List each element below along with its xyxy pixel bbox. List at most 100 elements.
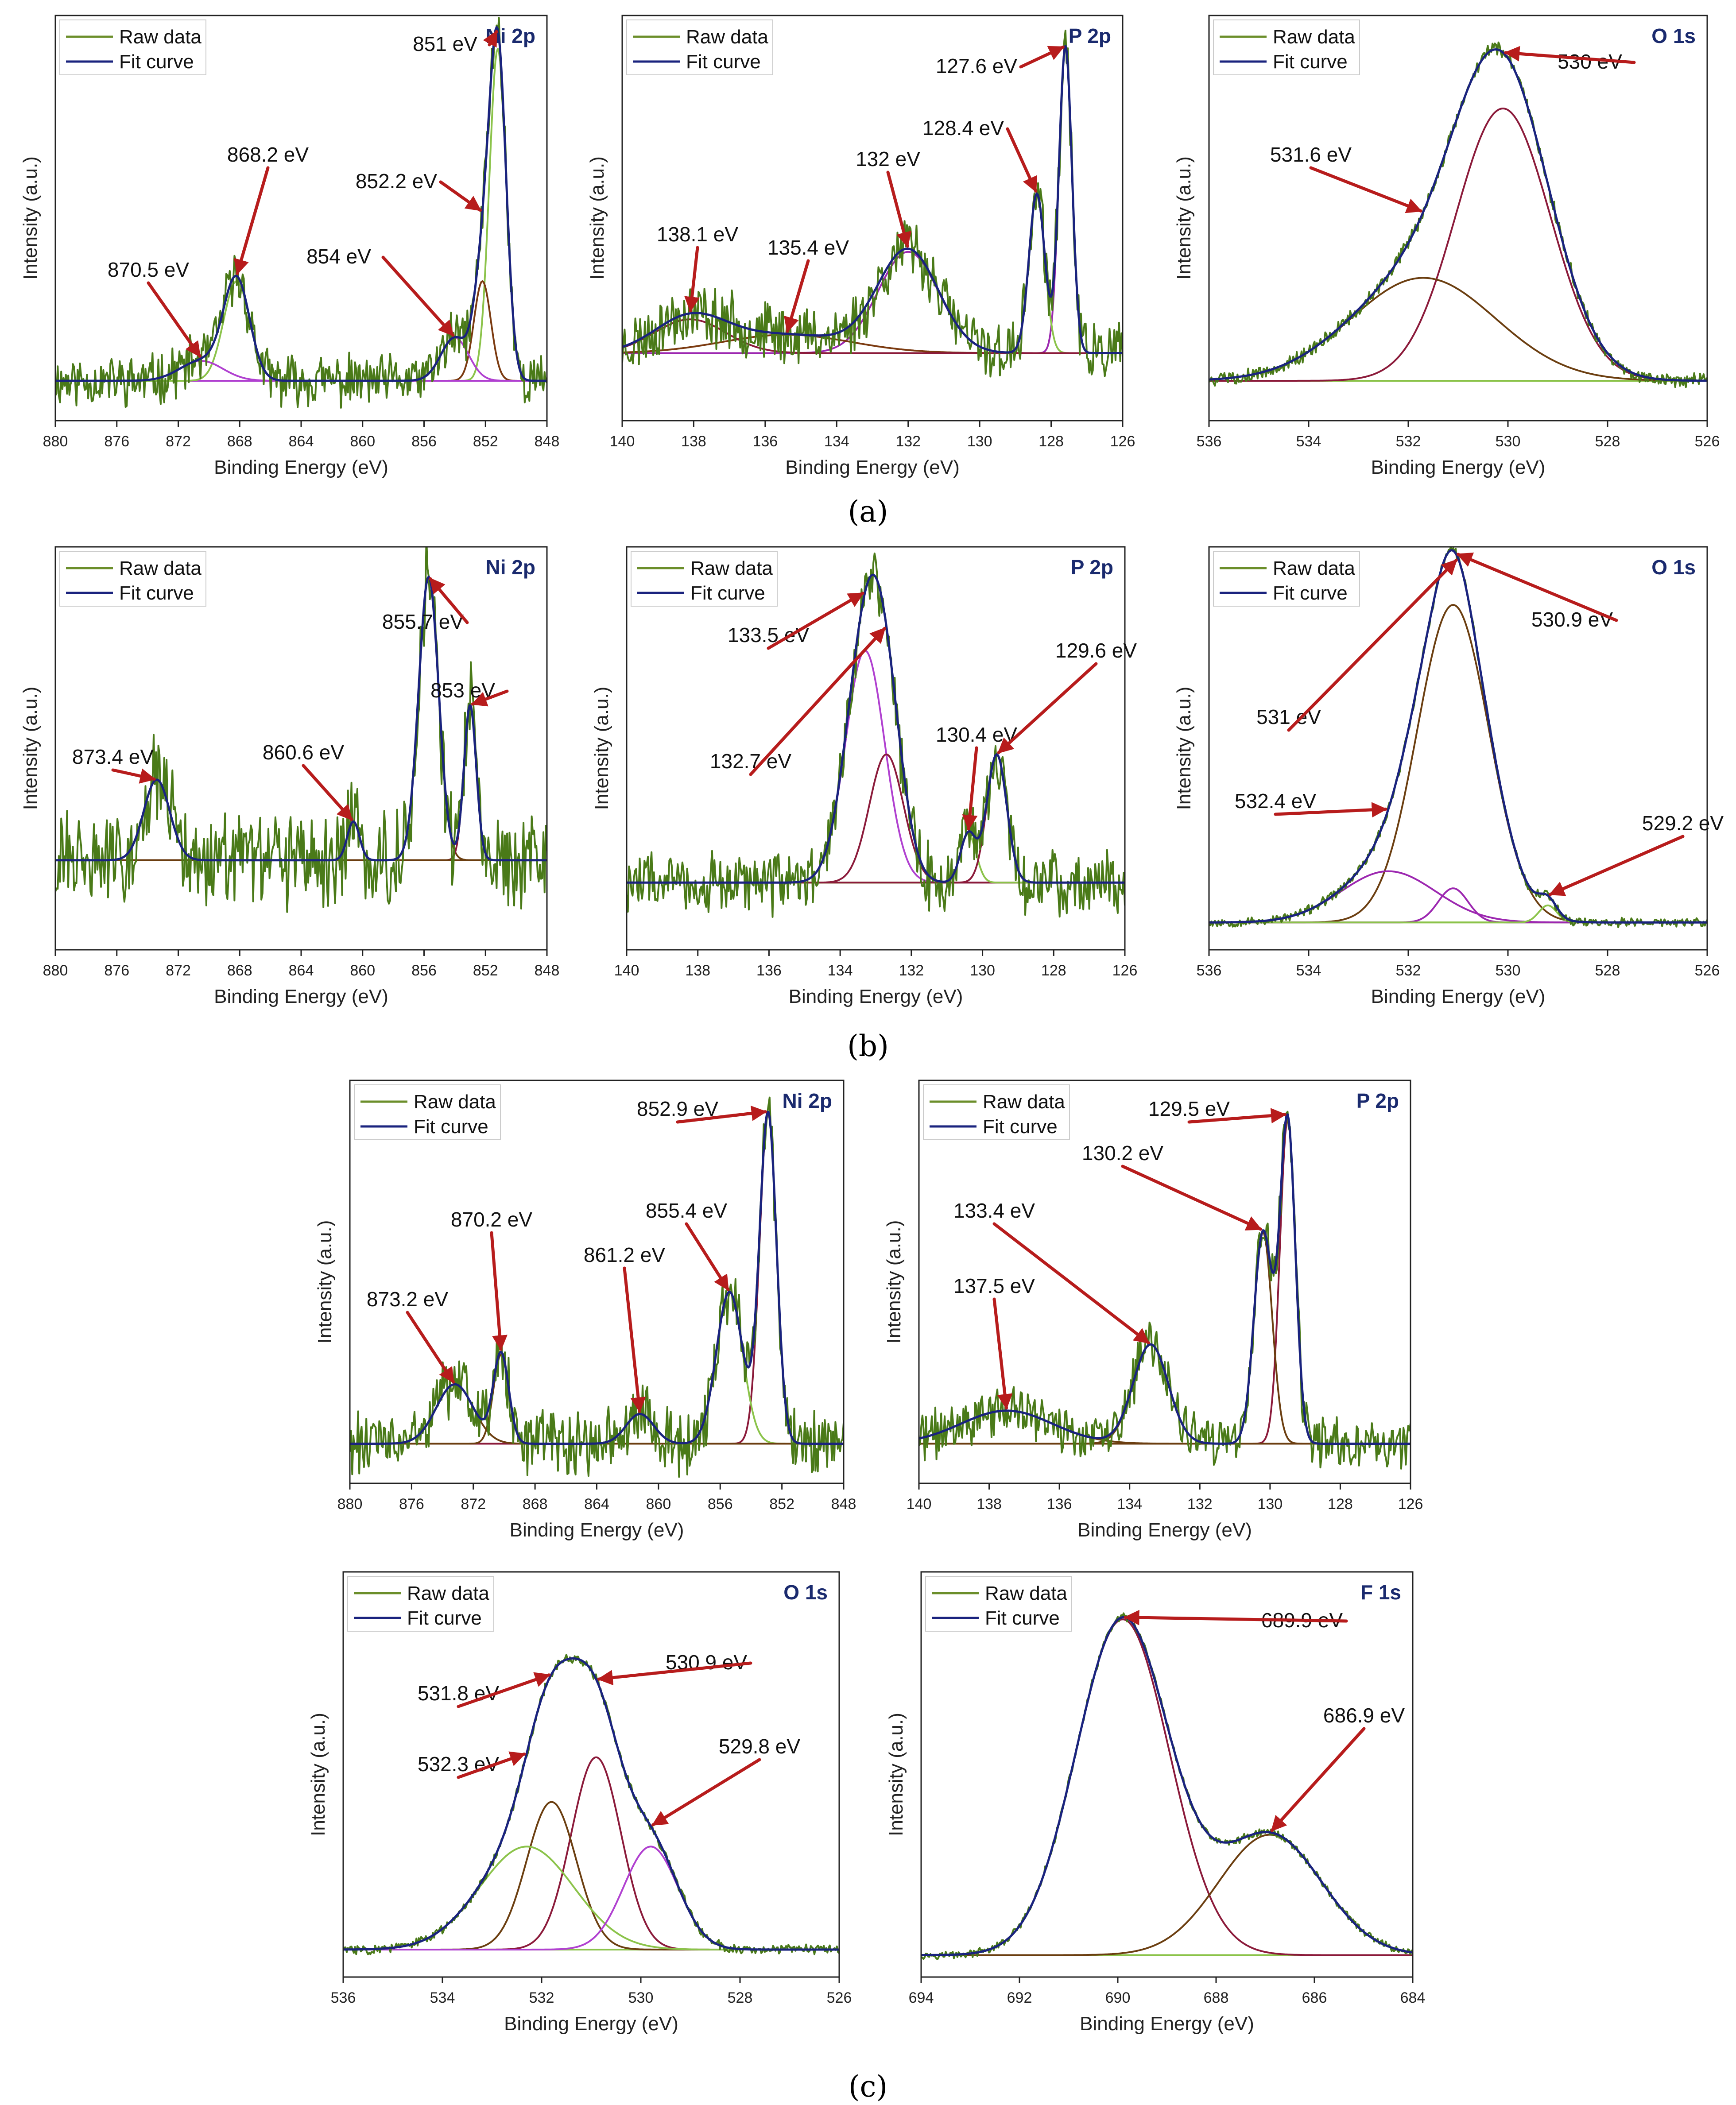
plot-area-c-ni2p — [350, 1096, 844, 1478]
panel-a-p2p: 140 138 136 134 132 130 128 126 Binding Energy (… — [586, 15, 1135, 478]
axis-frame-c-p2p — [918, 1080, 1411, 1484]
annotation-label-c-ni2p-0: 852.9 eV — [637, 1097, 718, 1120]
annotation-label-c-p2p-3: 137.5 eV — [953, 1274, 1035, 1297]
panel-title-c-ni2p: Ni 2p — [783, 1089, 832, 1112]
annotation-arrow-b-o1s-1 — [1287, 558, 1458, 732]
x-axis-title-a-o1s: Binding Energy (eV) — [1371, 457, 1546, 478]
annotation-label-a-p2p-4: 138.1 eV — [657, 223, 738, 246]
annotation-arrow-a-o1s-1 — [1309, 166, 1422, 213]
y-axis-title-c-o1s: Intensity (a.u.) — [307, 1713, 329, 1836]
fit-curve-c-o1s — [343, 1657, 839, 1951]
xtick-label-b-p2p-4: 132 — [899, 962, 924, 979]
annotation-arrow-a-o1s-0 — [1504, 46, 1636, 64]
legend-a-o1s: Raw data Fit curve — [1213, 19, 1360, 75]
panel-a-ni2p: 880 876 872 868 864 860 856 852 848 Binding Energ… — [19, 15, 559, 478]
annotation-label-b-p2p-3: 129.6 eV — [1055, 639, 1137, 662]
plot-area-c-o1s — [343, 1654, 839, 1955]
legend-b-o1s: Raw data Fit curve — [1213, 551, 1360, 607]
panel-title-b-p2p: P 2p — [1071, 556, 1113, 579]
annotation-arrow-b-ni2p-2 — [302, 764, 353, 821]
legend-box-b-ni2p — [59, 551, 206, 607]
x-axis-title-c-p2p: Binding Energy (eV) — [1077, 1519, 1252, 1541]
plot-area-b-ni2p — [55, 547, 547, 913]
legend-raw-label-b-p2p: Raw data — [690, 557, 773, 579]
xtick-label-c-ni2p-4: 864 — [584, 1496, 609, 1513]
annotation-label-a-ni2p-0: 851 eV — [413, 32, 477, 55]
legend-box-c-o1s — [347, 1576, 494, 1632]
x-axis-title-b-ni2p: Binding Energy (eV) — [214, 986, 388, 1007]
axis-frame-c-f1s — [920, 1571, 1414, 1978]
xtick-label-c-o1s-1: 534 — [430, 1989, 455, 2006]
xtick-label-a-p2p-3: 134 — [824, 433, 849, 450]
legend-a-p2p: Raw data Fit curve — [626, 19, 773, 75]
xtick-label-a-p2p-1: 138 — [681, 433, 706, 450]
xtick-label-a-ni2p-8: 848 — [535, 433, 560, 450]
panel-title-c-f1s: F 1s — [1360, 1581, 1401, 1604]
raw-data-a-p2p — [622, 30, 1123, 378]
annotation-arrow-b-p2p-2 — [962, 746, 978, 831]
legend-box-c-p2p — [923, 1084, 1070, 1140]
plot-area-a-ni2p — [55, 17, 547, 409]
annotation-label-b-ni2p-0: 855.7 eV — [382, 610, 464, 633]
x-axis-title-c-o1s: Binding Energy (eV) — [504, 2013, 678, 2035]
annotation-label-c-ni2p-3: 870.2 eV — [451, 1208, 532, 1231]
legend-fit-label-a-o1s: Fit curve — [1273, 51, 1348, 73]
xtick-label-b-ni2p-7: 852 — [473, 962, 498, 979]
xtick-label-a-o1s-4: 528 — [1595, 433, 1620, 450]
xtick-label-a-ni2p-1: 876 — [104, 433, 129, 450]
xtick-label-b-o1s-4: 528 — [1595, 962, 1620, 979]
annotation-label-b-ni2p-2: 860.6 eV — [263, 741, 344, 764]
annotation-arrow-b-p2p-3 — [997, 662, 1098, 755]
legend-fit-label-b-p2p: Fit curve — [690, 582, 765, 604]
annotation-arrow-c-ni2p-1 — [685, 1222, 730, 1291]
axis-frame-a-ni2p — [54, 15, 548, 422]
xtick-label-c-p2p-4: 132 — [1187, 1496, 1213, 1513]
legend-fit-label-c-o1s: Fit curve — [407, 1607, 482, 1629]
annotation-arrow-a-p2p-1 — [1006, 127, 1038, 193]
annotation-arrow-a-p2p-0 — [1019, 45, 1065, 69]
y-axis-title-a-p2p: Intensity (a.u.) — [586, 156, 608, 280]
annotation-arrow-a-p2p-2 — [886, 170, 912, 248]
annotation-arrow-b-p2p-1 — [749, 627, 887, 776]
xtick-label-c-p2p-0: 140 — [907, 1496, 932, 1513]
xtick-label-c-p2p-6: 128 — [1328, 1496, 1353, 1513]
plot-area-c-p2p — [919, 1111, 1410, 1470]
legend-box-a-o1s — [1213, 19, 1360, 75]
xtick-label-b-p2p-6: 128 — [1041, 962, 1066, 979]
legend-raw-label-c-o1s: Raw data — [407, 1583, 489, 1604]
xtick-label-c-p2p-1: 138 — [976, 1496, 1002, 1513]
xtick-label-c-o1s-5: 526 — [827, 1989, 852, 2006]
xtick-label-c-ni2p-8: 848 — [831, 1496, 856, 1513]
xtick-label-a-p2p-4: 132 — [895, 433, 921, 450]
annotation-arrow-c-p2p-2 — [992, 1222, 1151, 1345]
xtick-label-c-p2p-3: 134 — [1117, 1496, 1142, 1513]
panel-title-b-o1s: O 1s — [1651, 556, 1696, 579]
annotation-arrow-c-ni2p-0 — [676, 1106, 767, 1124]
annotation-arrow-c-f1s-0 — [1124, 1610, 1348, 1625]
xtick-label-b-ni2p-2: 872 — [166, 962, 191, 979]
panel-title-c-p2p: P 2p — [1356, 1089, 1399, 1112]
xtick-label-b-o1s-3: 530 — [1496, 962, 1521, 979]
annotation-label-c-o1s-3: 529.8 eV — [719, 1735, 800, 1758]
x-axis-title-a-ni2p: Binding Energy (eV) — [214, 457, 388, 478]
legend-b-p2p: Raw data Fit curve — [631, 551, 778, 607]
annotation-arrow-a-p2p-3 — [784, 259, 810, 333]
annotation-label-a-ni2p-4: 870.5 eV — [108, 258, 189, 281]
legend-c-o1s: Raw data Fit curve — [347, 1576, 494, 1632]
component-b-p2p-0 — [627, 650, 1125, 884]
annotation-arrow-a-ni2p-4 — [147, 281, 202, 358]
annotation-arrow-c-o1s-2 — [457, 1751, 526, 1779]
legend-raw-label-a-p2p: Raw data — [686, 26, 768, 48]
xtick-label-a-ni2p-5: 860 — [350, 433, 375, 450]
plot-area-a-p2p — [622, 30, 1123, 378]
panels: 880 876 872 868 864 860 856 852 848 Binding Energ… — [19, 15, 1724, 2035]
axis-frame-a-o1s — [1208, 15, 1708, 422]
axis-frame-a-p2p — [621, 15, 1124, 422]
panel-title-b-ni2p: Ni 2p — [486, 556, 535, 579]
caption-b: (b) — [847, 1029, 889, 1063]
legend-raw-label-a-ni2p: Raw data — [119, 26, 202, 48]
annotation-label-a-o1s-1: 531.6 eV — [1270, 143, 1352, 166]
legend-box-b-p2p — [631, 551, 778, 607]
xtick-label-b-p2p-0: 140 — [614, 962, 639, 979]
fit-curve-b-ni2p — [55, 575, 547, 862]
